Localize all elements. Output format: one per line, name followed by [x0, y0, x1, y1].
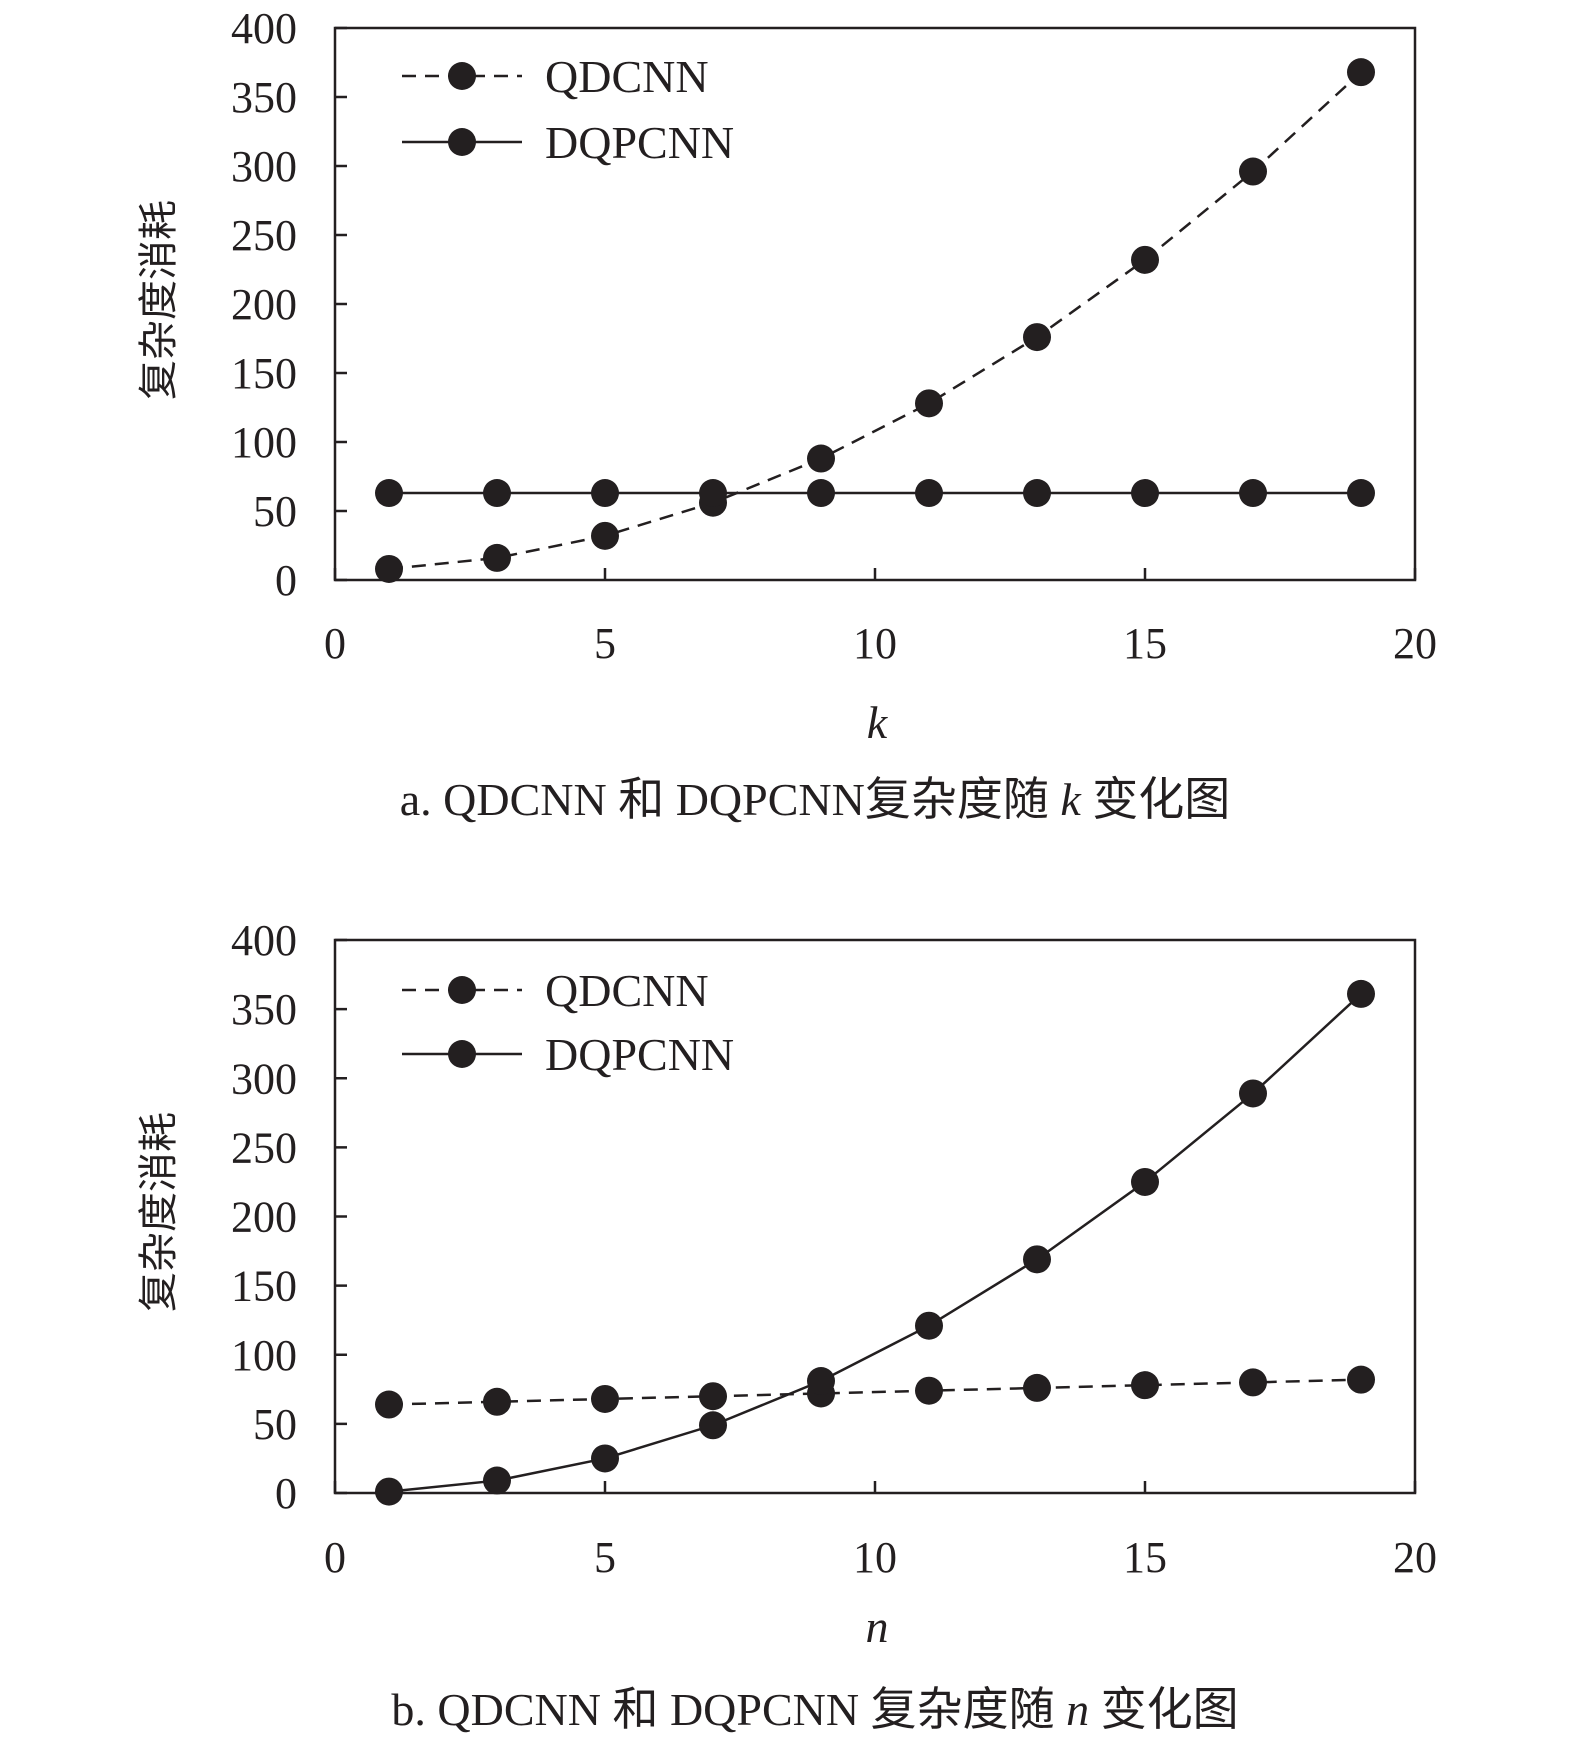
data-point-dqpcnn [1023, 1245, 1051, 1274]
data-point-dqpcnn [807, 479, 835, 508]
legend-marker-qdcnn [448, 976, 476, 1004]
x-tick-label: 0 [324, 619, 346, 668]
data-point-dqpcnn [807, 1367, 835, 1396]
y-tick-label: 0 [275, 1469, 297, 1518]
data-point-dqpcnn [1023, 479, 1051, 508]
y-tick-label: 150 [231, 349, 297, 398]
data-point-dqpcnn [591, 1444, 619, 1473]
x-tick-label: 10 [853, 619, 897, 668]
data-point-qdcnn [483, 543, 511, 572]
data-point-qdcnn [1023, 323, 1051, 352]
y-tick-label: 50 [253, 1400, 297, 1449]
legend: QDCNN DQPCNN [402, 51, 734, 168]
data-point-dqpcnn [1347, 979, 1375, 1008]
x-tick-label: 5 [594, 1533, 616, 1582]
data-point-dqpcnn [375, 479, 403, 508]
data-point-dqpcnn [591, 479, 619, 508]
data-point-dqpcnn [1239, 479, 1267, 508]
data-point-qdcnn [699, 1382, 727, 1411]
data-point-dqpcnn [375, 1477, 403, 1506]
data-point-dqpcnn [915, 479, 943, 508]
x-tick-label: 10 [853, 1533, 897, 1582]
y-tick-label: 250 [231, 211, 297, 260]
data-point-dqpcnn [1347, 479, 1375, 508]
caption-suffix: 变化图 [1089, 1684, 1239, 1735]
caption-variable: n [1066, 1684, 1089, 1735]
y-tick-label: 50 [253, 487, 297, 536]
x-axis-title: k [867, 697, 889, 748]
x-tick-label: 20 [1393, 1533, 1437, 1582]
data-point-dqpcnn [915, 1311, 943, 1340]
data-point-qdcnn [807, 444, 835, 473]
y-tick-label: 350 [231, 985, 297, 1034]
data-point-dqpcnn [1131, 479, 1159, 508]
x-tick-label: 15 [1123, 619, 1167, 668]
data-point-qdcnn [483, 1387, 511, 1416]
data-point-qdcnn [375, 1390, 403, 1419]
y-tick-label: 300 [231, 1054, 297, 1103]
caption-suffix: 变化图 [1081, 774, 1231, 825]
figure-caption: b. QDCNN 和 DQPCNN 复杂度随 n 变化图 [391, 1684, 1238, 1735]
legend-marker-qdcnn [448, 62, 476, 90]
x-tick-label: 0 [324, 1533, 346, 1582]
data-point-qdcnn [591, 521, 619, 550]
caption-variable: k [1060, 774, 1082, 825]
data-point-dqpcnn [699, 1411, 727, 1440]
data-point-qdcnn [1239, 157, 1267, 186]
y-tick-label: 100 [231, 1331, 297, 1380]
data-point-qdcnn [1239, 1368, 1267, 1397]
y-tick-label: 150 [231, 1262, 297, 1311]
legend-marker-dqpcnn [448, 128, 476, 156]
y-axis-title: 复杂度消耗 [136, 1112, 182, 1312]
figure-caption: a. QDCNN 和 DQPCNN复杂度随 k 变化图 [400, 774, 1231, 825]
data-point-dqpcnn [483, 1466, 511, 1495]
data-point-dqpcnn [1239, 1079, 1267, 1108]
data-point-qdcnn [1347, 58, 1375, 87]
y-tick-label: 400 [231, 4, 297, 53]
legend-label-qdcnn: QDCNN [545, 51, 709, 102]
x-tick-label: 5 [594, 619, 616, 668]
data-point-qdcnn [591, 1384, 619, 1413]
data-point-qdcnn [1131, 1371, 1159, 1400]
y-tick-label: 200 [231, 280, 297, 329]
y-tick-label: 300 [231, 142, 297, 191]
y-axis-title: 复杂度消耗 [136, 200, 182, 400]
caption-prefix: a. QDCNN 和 DQPCNN复杂度随 [400, 774, 1061, 825]
data-point-dqpcnn [699, 479, 727, 508]
data-point-qdcnn [375, 554, 403, 583]
y-tick-label: 400 [231, 916, 297, 965]
legend-label-qdcnn: QDCNN [545, 965, 709, 1016]
y-tick-label: 100 [231, 418, 297, 467]
data-point-qdcnn [1347, 1365, 1375, 1394]
y-tick-label: 250 [231, 1123, 297, 1172]
x-tick-label: 20 [1393, 619, 1437, 668]
legend: QDCNN DQPCNN [402, 965, 734, 1080]
legend-label-dqpcnn: DQPCNN [545, 117, 734, 168]
data-point-qdcnn [915, 389, 943, 418]
legend-marker-dqpcnn [448, 1040, 476, 1068]
x-tick-label: 15 [1123, 1533, 1167, 1582]
data-point-dqpcnn [1131, 1167, 1159, 1196]
data-point-qdcnn [1131, 245, 1159, 274]
series-line-qdcnn [388, 1378, 1362, 1406]
chart-panel-b: 0 50 100 150 200 250 300 350 400 0 5 10 15 20 n 复杂度消耗 QD… [136, 916, 1437, 1735]
series-line-dqpcnn [388, 992, 1362, 1493]
chart-panel-a: 0 50 100 150 200 250 300 350 400 0 5 10 15 20 k 复杂度消耗 QD… [136, 4, 1437, 825]
y-tick-label: 0 [275, 556, 297, 605]
y-tick-label: 350 [231, 73, 297, 122]
data-point-qdcnn [915, 1376, 943, 1405]
x-axis-title: n [866, 1601, 889, 1652]
data-point-dqpcnn [483, 479, 511, 508]
y-tick-label: 200 [231, 1193, 297, 1242]
legend-label-dqpcnn: DQPCNN [545, 1029, 734, 1080]
data-point-qdcnn [1023, 1373, 1051, 1402]
series-line-qdcnn [388, 71, 1362, 571]
caption-prefix: b. QDCNN 和 DQPCNN 复杂度随 [391, 1684, 1066, 1735]
